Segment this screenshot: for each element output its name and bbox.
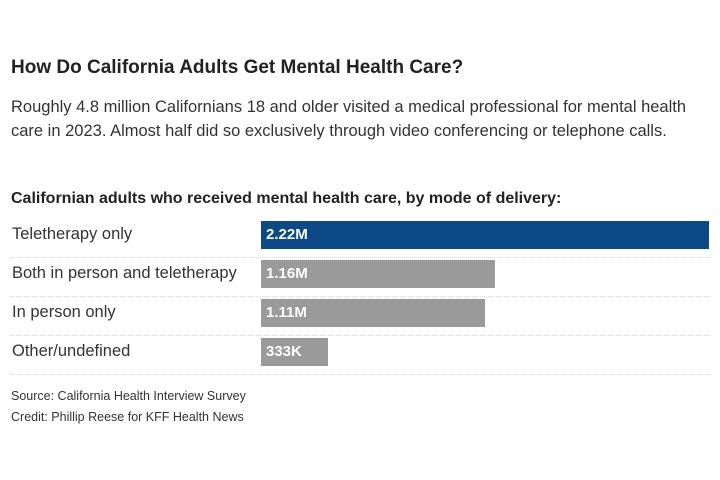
bar-category-label: In person only	[12, 303, 116, 321]
page-subtitle: Roughly 4.8 million Californians 18 and …	[11, 98, 687, 140]
page-title: How Do California Adults Get Mental Heal…	[11, 57, 464, 78]
bar-row: Teletherapy only 2.22M	[11, 218, 711, 258]
bar-row: Other/undefined 333K	[11, 335, 711, 375]
bar-value-label: 1.16M	[266, 265, 308, 282]
source-note: Source: California Health Interview Surv…	[11, 389, 246, 403]
bar-value-label: 2.22M	[266, 226, 308, 243]
bar: 2.22M	[261, 221, 709, 249]
bar-category-label: Other/undefined	[12, 342, 131, 360]
bar-row: Both in person and teletherapy 1.16M	[11, 257, 711, 297]
bar-row: In person only 1.11M	[11, 296, 711, 336]
bar-chart: Teletherapy only 2.22M Both in person and …	[11, 218, 711, 375]
bar-value-label: 333K	[266, 343, 302, 360]
chart-title: Californian adults who received mental h…	[11, 190, 562, 207]
bar: 1.16M	[261, 260, 495, 288]
bar-category-label: Both in person and teletherapy	[12, 264, 237, 282]
bar: 333K	[261, 338, 328, 366]
bar-value-label: 1.11M	[266, 304, 307, 321]
bar-category-label: Teletherapy only	[12, 225, 133, 243]
credit-note: Credit: Phillip Reese for KFF Health New…	[11, 410, 244, 424]
bar: 1.11M	[261, 299, 485, 327]
